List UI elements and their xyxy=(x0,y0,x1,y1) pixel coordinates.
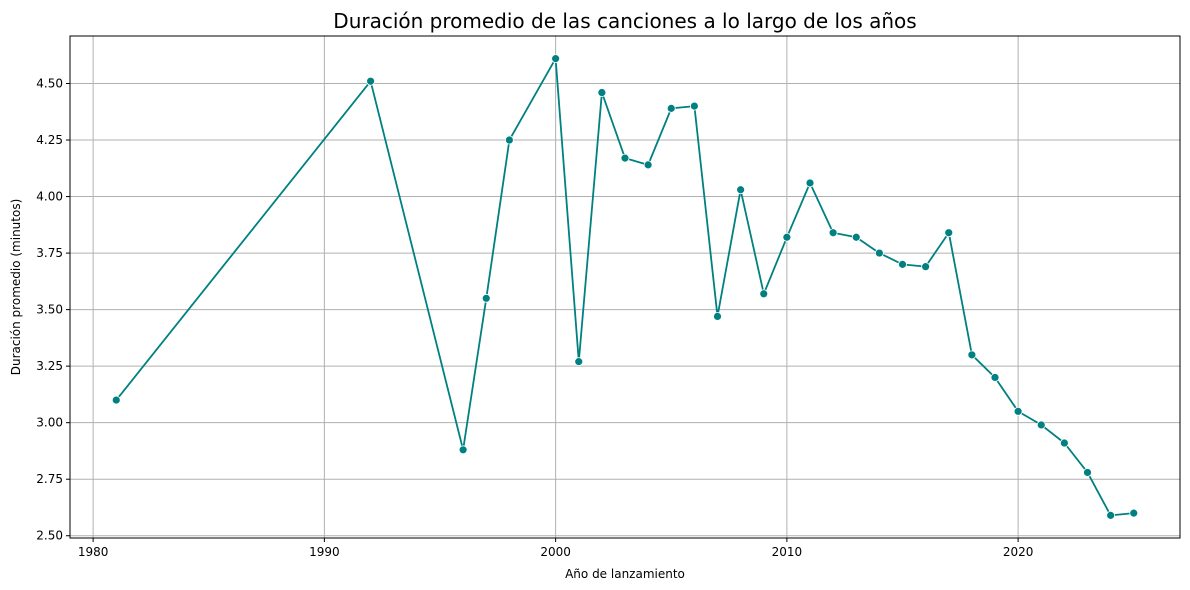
x-tick-label: 2010 xyxy=(772,545,803,559)
y-axis-title: Duración promedio (minutos) xyxy=(9,199,23,376)
y-tick-label: 4.50 xyxy=(36,76,63,90)
y-tick-label: 3.75 xyxy=(36,246,63,260)
y-tick-label: 4.00 xyxy=(36,190,63,204)
data-point xyxy=(828,228,838,238)
data-point xyxy=(481,293,491,303)
data-point xyxy=(551,54,561,64)
y-tick-label: 2.50 xyxy=(36,529,63,543)
data-point xyxy=(713,311,722,321)
data-point xyxy=(898,259,907,269)
y-tick-label: 3.25 xyxy=(36,359,63,373)
data-point xyxy=(574,357,584,367)
data-point xyxy=(967,350,977,360)
x-axis-ticks: 1980 1990 2000 2010 2020 xyxy=(78,538,1034,559)
grid xyxy=(70,36,1180,538)
y-tick-label: 3.50 xyxy=(36,303,63,317)
data-point xyxy=(1106,510,1116,520)
y-tick-label: 3.00 xyxy=(36,416,63,430)
data-markers xyxy=(111,54,1139,520)
data-point xyxy=(597,88,607,97)
data-point xyxy=(458,445,468,455)
data-point xyxy=(1059,438,1069,448)
x-axis-title: Año de lanzamiento xyxy=(565,567,685,581)
data-point xyxy=(1013,406,1023,416)
x-tick-label: 2020 xyxy=(1003,545,1034,559)
data-point xyxy=(111,395,121,405)
data-point xyxy=(805,178,815,188)
data-point xyxy=(689,101,699,111)
series-line xyxy=(115,57,1134,517)
chart-title: Duración promedio de las canciones a lo … xyxy=(333,9,916,33)
plot-area-frame xyxy=(69,35,1181,539)
data-point xyxy=(1083,468,1092,477)
data-point xyxy=(1036,420,1046,430)
data-point xyxy=(759,289,769,299)
data-point xyxy=(851,232,861,242)
data-point xyxy=(944,228,954,238)
data-point xyxy=(666,103,676,113)
data-point xyxy=(1129,508,1139,518)
data-point xyxy=(366,76,376,86)
series-line-layer xyxy=(115,57,1134,517)
data-point xyxy=(620,153,630,163)
data-point xyxy=(874,248,884,258)
data-point xyxy=(736,185,746,195)
data-point xyxy=(990,373,1000,382)
data-point xyxy=(782,232,792,242)
y-tick-label: 2.75 xyxy=(36,472,63,486)
data-point xyxy=(643,160,653,170)
data-point xyxy=(921,262,931,272)
x-tick-label: 1980 xyxy=(78,545,109,559)
x-tick-label: 1990 xyxy=(309,545,340,559)
data-point xyxy=(504,135,514,145)
x-tick-label: 2000 xyxy=(540,545,571,559)
y-axis-ticks: 2.50 2.75 3.00 3.25 3.50 3.75 4.00 4.25 4.50 xyxy=(36,76,70,543)
y-tick-label: 4.25 xyxy=(36,133,63,147)
